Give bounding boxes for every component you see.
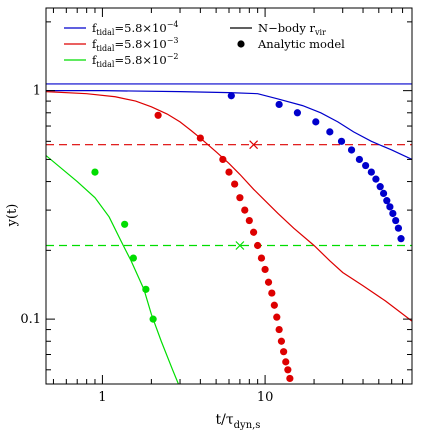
series-5-point-3: [142, 285, 150, 293]
legend-label-prefix: Analytic model: [257, 37, 345, 51]
series-3-point-9: [367, 168, 375, 176]
series-4-point-14: [270, 301, 278, 309]
series-3-point-6: [347, 146, 356, 154]
legend-label: Analytic model: [257, 37, 345, 51]
series-4-point-18: [280, 348, 288, 356]
series-4-point-16: [275, 325, 283, 334]
series-line-2: [46, 155, 180, 384]
series-3-point-15: [389, 209, 397, 218]
legend-entry-2: ftidal=5.8×10−2: [64, 52, 179, 69]
legend-label: ftidal=5.8×10−3: [92, 36, 179, 53]
series-3-point-0: [227, 92, 235, 100]
series-4-point-7: [245, 216, 253, 225]
series-4-point-19: [282, 358, 290, 366]
legend-label: ftidal=5.8×10−4: [92, 20, 179, 37]
legend-label-sub: tidal: [96, 44, 115, 53]
series-4-point-2: [219, 155, 227, 164]
series-3-point-5: [337, 137, 346, 145]
y-axis-label: y(t): [5, 204, 20, 228]
series-3-point-13: [383, 197, 391, 205]
series-5-point-2: [129, 254, 137, 262]
series-line-1: [46, 91, 412, 322]
legend-entry-0: ftidal=5.8×10−4: [64, 20, 179, 37]
series-5-point-0: [91, 168, 99, 176]
series-3-point-3: [312, 118, 320, 126]
legend-label-sub: tidal: [96, 60, 115, 69]
legend-label-prefix: f: [92, 37, 97, 51]
y-tick-label-1: 1: [33, 84, 41, 99]
legend-entry-4: Analytic model: [237, 37, 345, 51]
series-3-point-14: [386, 203, 394, 211]
x-axis-label-main: t/τ: [216, 412, 234, 428]
series-3-point-2: [293, 109, 302, 117]
cross-marker-0: [249, 140, 259, 150]
series-4-point-13: [268, 289, 276, 297]
legend-label-prefix: f: [92, 53, 97, 67]
legend-swatch-point: [237, 40, 245, 48]
legend-entry-3: N−body rvir: [230, 21, 326, 37]
series-3-point-8: [362, 161, 370, 170]
data-layer: [46, 83, 412, 384]
series-4-point-20: [284, 366, 292, 374]
x-axis-label-sub: dyn,s: [234, 420, 261, 431]
series-4-point-8: [250, 228, 258, 236]
legend-label: N−body rvir: [258, 21, 326, 37]
series-3-point-4: [326, 128, 334, 136]
series-4-point-15: [273, 313, 281, 321]
x-tick-label-0: 1: [98, 390, 106, 405]
series-3-point-17: [394, 224, 403, 232]
legend-label-sup: −2: [167, 52, 179, 61]
axis-labels: t/τdyn,s y(t): [5, 204, 260, 431]
cross-stroke: [235, 241, 245, 250]
series-5-point-4: [149, 315, 157, 323]
cross-marker-1: [235, 241, 245, 250]
tick-layer: 1 10 0.1 1: [20, 8, 413, 405]
legend-label-prefix: N−body r: [258, 21, 315, 35]
y-tick-label-0: 0.1: [20, 312, 41, 327]
cross-stroke: [249, 140, 259, 150]
legend-label-prefix: f: [92, 21, 97, 35]
series-4-point-17: [277, 337, 286, 345]
series-4-point-12: [264, 278, 273, 286]
legend-label-sup: −3: [167, 36, 179, 45]
series-3-point-10: [372, 175, 380, 183]
series-5-point-1: [121, 220, 129, 228]
legend-label-sub: tidal: [96, 28, 115, 37]
x-axis-label: t/τdyn,s: [216, 412, 261, 431]
legend-label: ftidal=5.8×10−2: [92, 52, 179, 69]
series-4-point-11: [261, 265, 269, 274]
legend-label-sub: vir: [314, 28, 326, 37]
x-tick-label-1: 10: [257, 390, 274, 405]
series-line-0: [46, 90, 412, 160]
series-3-point-12: [379, 189, 388, 198]
legend-entry-1: ftidal=5.8×10−3: [64, 36, 179, 53]
legend-label-suffix: =5.8×10: [115, 53, 167, 67]
series-3-point-18: [397, 235, 405, 243]
series-4-point-0: [154, 111, 162, 119]
series-4-point-3: [225, 168, 233, 176]
series-3-point-16: [392, 216, 400, 225]
series-4-point-9: [254, 241, 262, 250]
series-3-point-7: [355, 155, 364, 164]
legend-label-suffix: =5.8×10: [115, 37, 167, 51]
series-4-point-1: [196, 134, 204, 142]
series-4-point-5: [236, 194, 244, 202]
series-3-point-11: [376, 183, 384, 191]
series-4-point-10: [257, 254, 266, 262]
legend-label-sup: −4: [167, 20, 179, 29]
legend-label-suffix: =5.8×10: [115, 21, 167, 35]
series-4-point-21: [286, 374, 294, 383]
series-3-point-1: [275, 100, 283, 109]
series-4-point-6: [241, 206, 249, 214]
legend: ftidal=5.8×10−4ftidal=5.8×10−3ftidal=5.8…: [64, 20, 345, 69]
plot-frame: [45, 7, 413, 385]
series-4-point-4: [231, 180, 239, 188]
